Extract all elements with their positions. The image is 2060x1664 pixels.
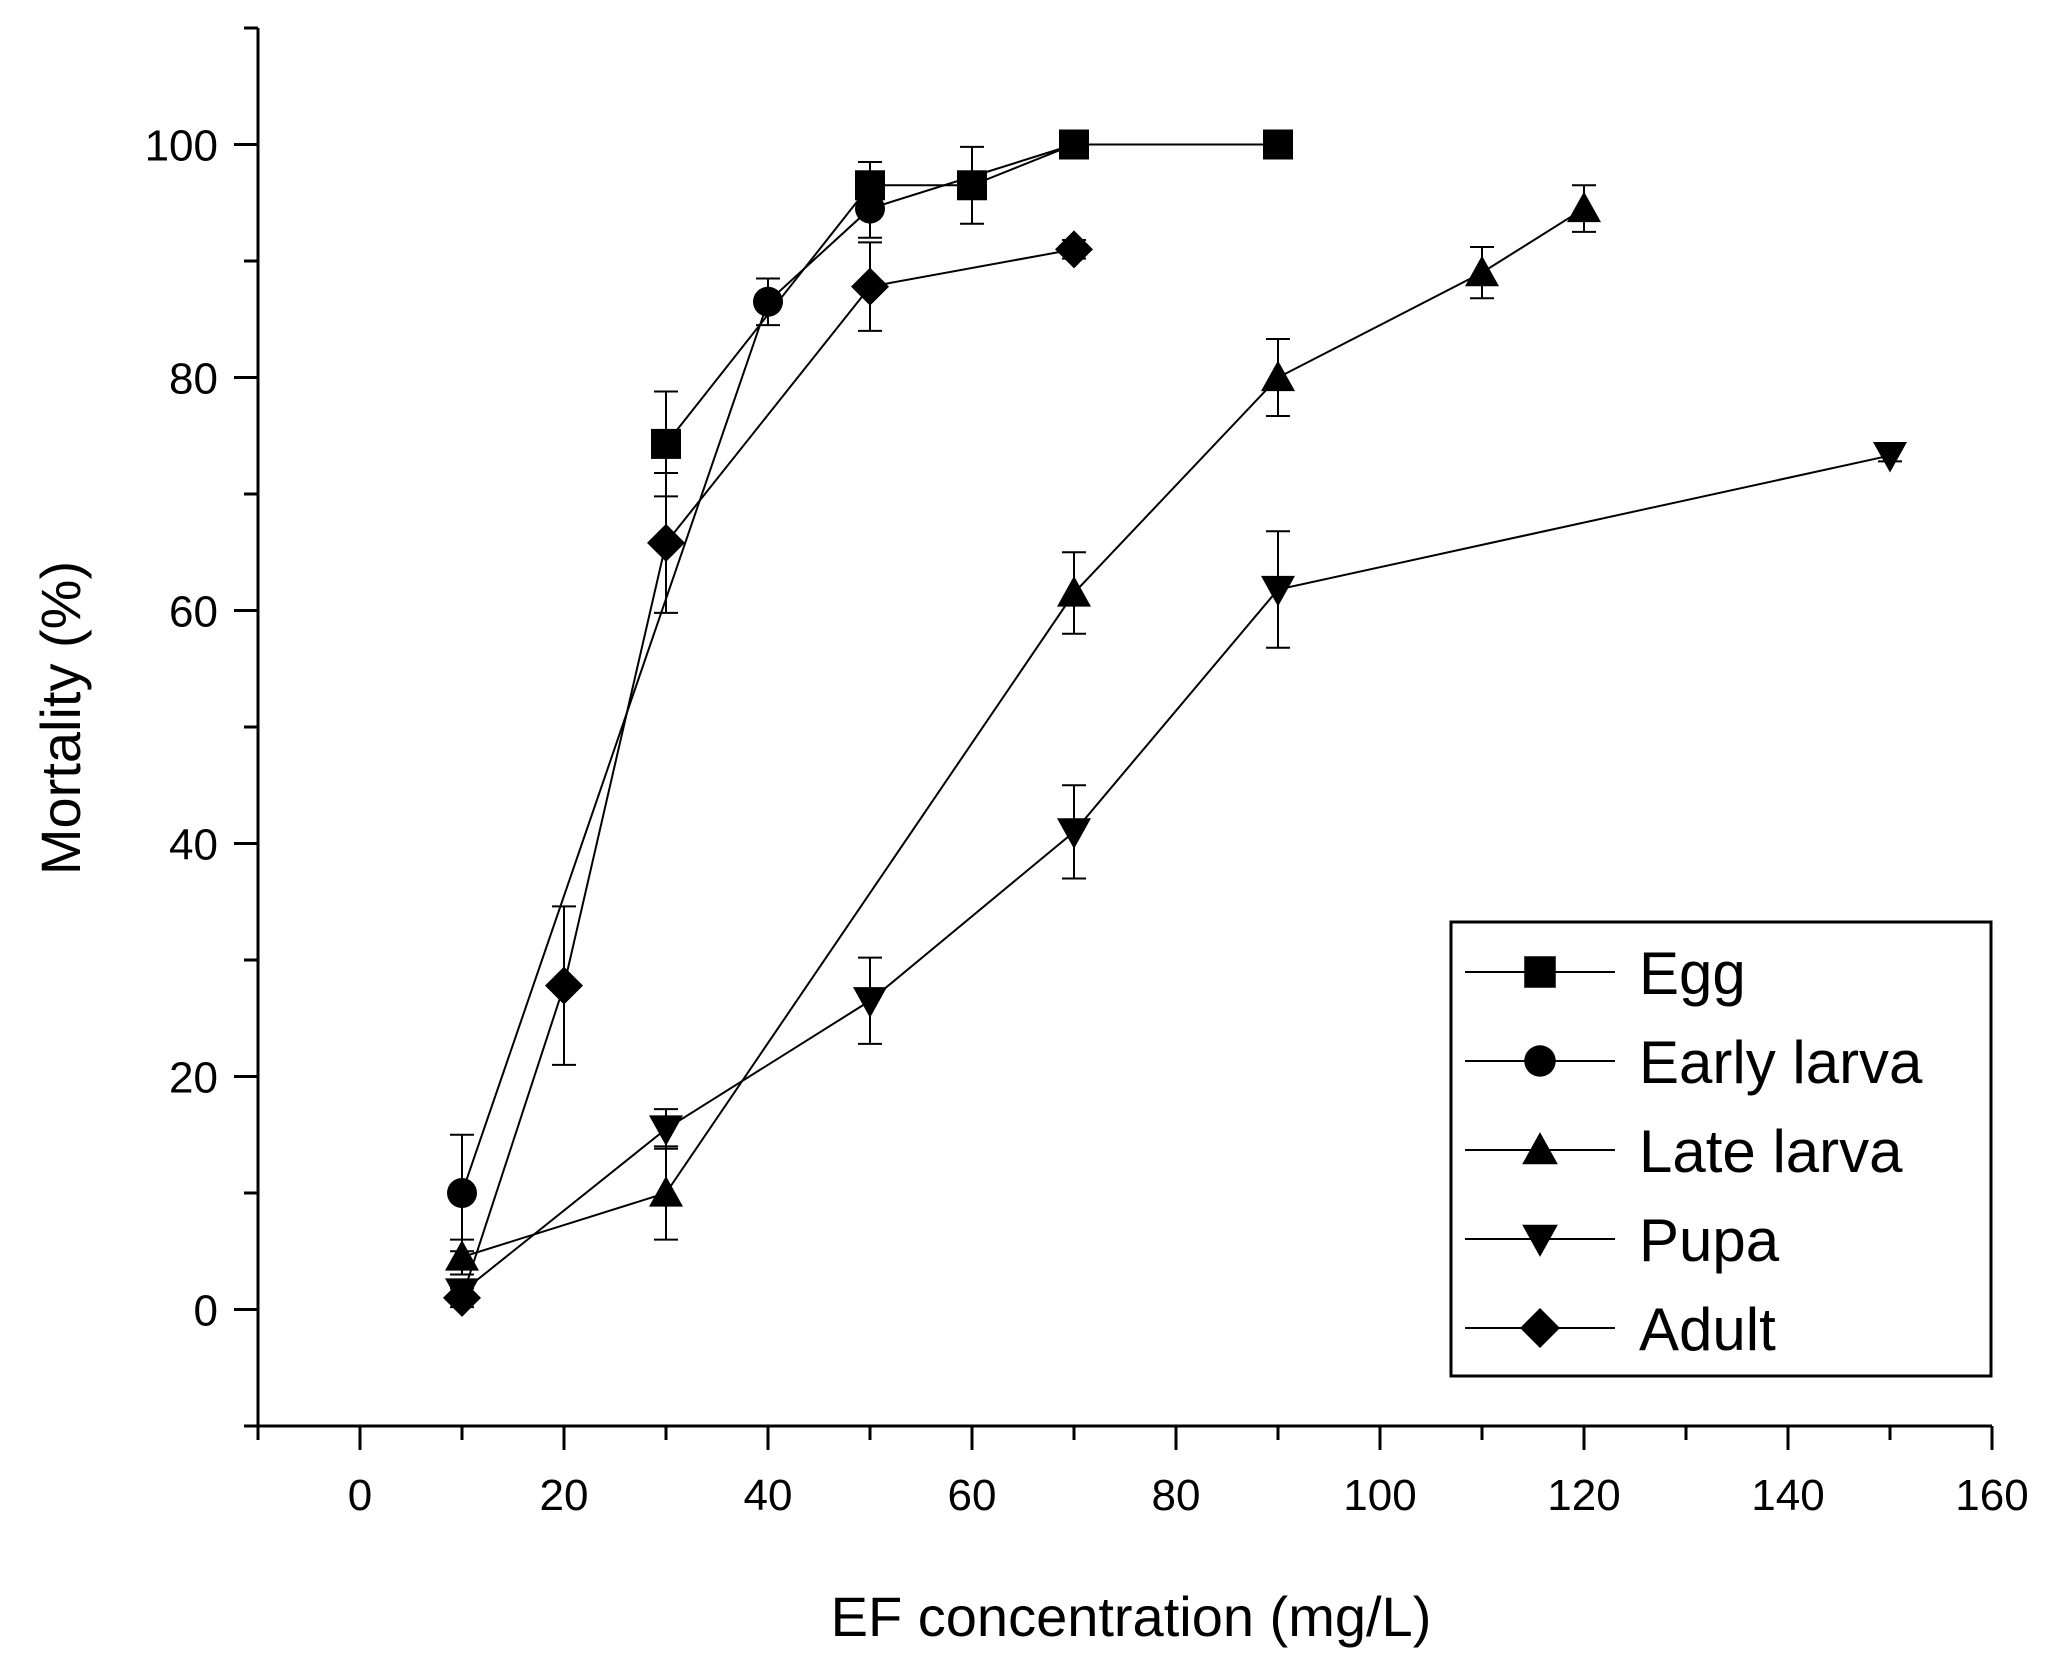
x-tick-label: 60 [948, 1471, 997, 1520]
y-tick-label: 100 [145, 122, 218, 171]
data-point-egg [651, 428, 681, 459]
series-line-adult [461, 248, 1075, 1299]
x-tick-label: 160 [1955, 1471, 2028, 1520]
data-point-late-larva [1261, 360, 1295, 392]
data-point-adult [1055, 230, 1093, 269]
y-tick-label: 80 [169, 355, 218, 404]
y-axis-title: Mortality (%) [29, 561, 92, 875]
y-tick-label: 40 [169, 821, 218, 870]
legend-label-pupa: Pupa [1639, 1207, 1780, 1274]
legend-marker-early-larva [1524, 1045, 1556, 1077]
legend: Egg Early larva Late larva Pupa Adult [1449, 920, 1993, 1378]
data-point-early-larva [855, 193, 885, 224]
series-adult [443, 230, 1093, 1317]
data-point-adult [851, 267, 889, 306]
data-point-late-larva [649, 1176, 683, 1207]
x-tick-label: 20 [540, 1471, 589, 1520]
series-line-early-larva [461, 143, 1075, 1194]
legend-label-adult: Adult [1639, 1296, 1776, 1363]
data-point-pupa [1261, 575, 1295, 607]
data-point-egg [957, 170, 987, 201]
legend-label-egg: Egg [1639, 940, 1746, 1007]
legend-marker-egg [1524, 956, 1556, 988]
series-line-late-larva [461, 207, 1585, 1259]
series-line-pupa [461, 454, 1891, 1293]
series-late-larva [445, 184, 1601, 1276]
x-tick-label: 140 [1751, 1471, 1824, 1520]
legend-marker-late-larva [1522, 1132, 1558, 1165]
legend-label-early-larva: Early larva [1639, 1029, 1923, 1096]
x-tick-label: 80 [1152, 1471, 1201, 1520]
data-point-early-larva [753, 286, 783, 317]
series-early-larva [447, 129, 1089, 1253]
legend-marker-adult [1520, 1308, 1560, 1348]
data-point-egg [1263, 129, 1293, 160]
x-axis-title: EF concentration (mg/L) [831, 1585, 1432, 1648]
data-point-adult [443, 1278, 481, 1317]
y-tick-label: 20 [169, 1054, 218, 1103]
x-tick-label: 0 [348, 1471, 372, 1520]
y-tick-label: 60 [169, 588, 218, 637]
data-point-pupa [649, 1115, 683, 1146]
data-point-adult [647, 523, 685, 562]
x-tick-label: 40 [744, 1471, 793, 1520]
data-point-late-larva [1057, 576, 1091, 607]
x-tick-label: 120 [1547, 1471, 1620, 1520]
y-tick-label: 0 [194, 1287, 218, 1336]
data-point-pupa [853, 987, 887, 1018]
axes: 0 20 40 60 80 100 120 140 160 0 20 40 60 80 100 [145, 26, 2029, 1520]
data-point-early-larva [1059, 129, 1089, 160]
data-point-adult [545, 966, 583, 1005]
legend-marker-pupa [1522, 1224, 1558, 1257]
legend-label-late-larva: Late larva [1639, 1118, 1903, 1185]
series-layer [443, 129, 1907, 1317]
data-point-late-larva [1465, 255, 1499, 287]
data-point-late-larva [445, 1240, 479, 1271]
data-point-late-larva [1567, 191, 1601, 223]
data-point-pupa [1873, 441, 1907, 473]
data-point-early-larva [447, 1178, 477, 1208]
data-point-pupa [1057, 818, 1091, 849]
x-tick-label: 100 [1343, 1471, 1416, 1520]
